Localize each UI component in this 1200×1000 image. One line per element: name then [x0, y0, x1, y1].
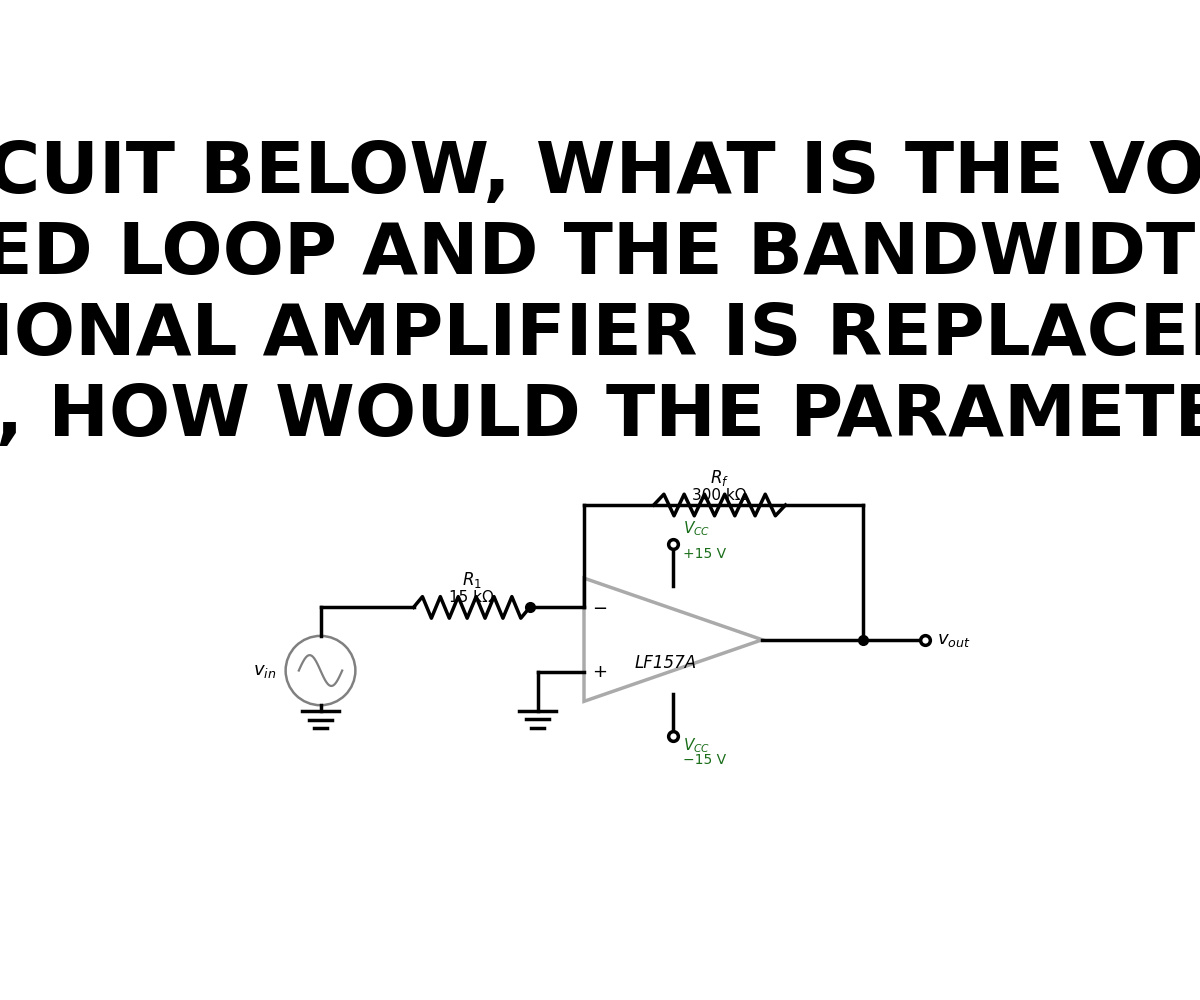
Text: IN THE CIRCUIT BELOW, WHAT IS THE VOLTAGE GAIN: IN THE CIRCUIT BELOW, WHAT IS THE VOLTAG… [0, 139, 1200, 208]
Text: $R_1$: $R_1$ [462, 570, 481, 590]
Text: $-$: $-$ [592, 598, 607, 616]
Text: LM358, HOW WOULD THE PARAMETERS BE?: LM358, HOW WOULD THE PARAMETERS BE? [0, 382, 1200, 451]
Text: IN CLOSED LOOP AND THE BANDWIDTH. IF THE: IN CLOSED LOOP AND THE BANDWIDTH. IF THE [0, 220, 1200, 289]
Text: OPERATIONAL AMPLIFIER IS REPLACED BY THE: OPERATIONAL AMPLIFIER IS REPLACED BY THE [0, 301, 1200, 370]
Text: 300 kΩ: 300 kΩ [692, 488, 746, 503]
Text: $V_{CC}$: $V_{CC}$ [683, 736, 710, 755]
Text: LF157A: LF157A [635, 654, 696, 672]
Text: $v_{in}$: $v_{in}$ [253, 662, 276, 680]
Text: +15 V: +15 V [683, 547, 726, 561]
Text: $R_f$: $R_f$ [710, 468, 730, 488]
Text: −15 V: −15 V [683, 753, 726, 767]
Text: $V_{CC}$: $V_{CC}$ [683, 519, 710, 538]
Text: 15 kΩ: 15 kΩ [449, 590, 494, 605]
Text: $v_{out}$: $v_{out}$ [937, 631, 971, 649]
Text: $+$: $+$ [592, 663, 607, 681]
